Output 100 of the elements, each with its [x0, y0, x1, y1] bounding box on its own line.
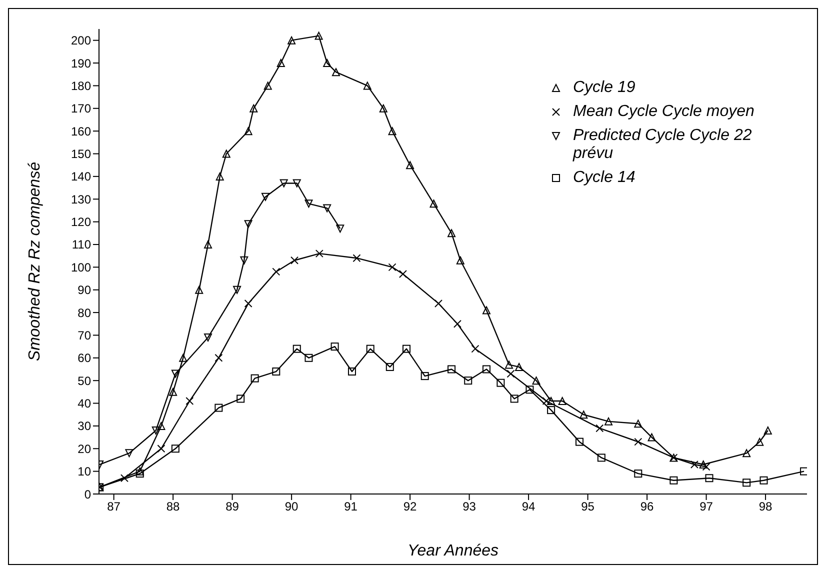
point	[604, 417, 613, 426]
point	[290, 256, 299, 264]
point	[240, 256, 248, 264]
y-tick-label: 90	[78, 283, 92, 298]
point	[280, 179, 288, 188]
x-tick-label: 90	[284, 500, 299, 514]
point	[214, 404, 223, 412]
y-tick-label: 140	[70, 170, 92, 184]
point	[456, 256, 464, 264]
point	[157, 422, 166, 430]
point	[179, 354, 188, 362]
point	[634, 470, 642, 478]
point	[171, 444, 180, 453]
point	[261, 192, 270, 201]
point	[453, 320, 462, 328]
point	[406, 161, 414, 170]
point	[597, 454, 606, 462]
point	[222, 150, 230, 158]
point	[648, 433, 656, 442]
point	[670, 476, 678, 484]
point	[575, 438, 584, 446]
point	[764, 426, 772, 434]
x-tick-label: 87	[107, 500, 121, 514]
y-tick-label: 20	[78, 442, 92, 456]
y-tick-label: 100	[70, 260, 92, 274]
point	[304, 354, 313, 362]
x-tick-label: 96	[640, 500, 654, 514]
y-tick-label: 190	[70, 56, 92, 70]
point	[742, 478, 751, 487]
point	[760, 476, 768, 484]
point	[352, 254, 361, 262]
point	[314, 32, 323, 40]
point	[398, 270, 407, 278]
point	[244, 220, 252, 228]
y-tick-label: 110	[72, 238, 92, 252]
point	[510, 394, 518, 403]
point	[330, 342, 339, 351]
point	[195, 286, 204, 294]
y-tick-label: 70	[78, 328, 92, 342]
point	[379, 104, 388, 112]
point	[276, 59, 285, 68]
point	[332, 68, 340, 76]
point	[464, 376, 472, 385]
point	[336, 224, 344, 233]
point	[699, 460, 708, 469]
point	[250, 374, 259, 382]
x-tick-label: 92	[403, 500, 418, 514]
x-tick-label: 91	[344, 500, 358, 514]
y-tick-label: 40	[78, 396, 92, 411]
point	[204, 240, 212, 248]
x-tick-label: 98	[758, 500, 773, 514]
point	[434, 299, 442, 308]
point	[634, 420, 642, 428]
point	[315, 250, 324, 258]
point	[430, 200, 438, 208]
x-tick-label: 94	[522, 500, 536, 514]
point	[386, 362, 394, 371]
point	[482, 365, 490, 374]
point	[547, 397, 556, 405]
point	[558, 397, 566, 405]
point	[506, 370, 515, 378]
y-tick-label: 170	[70, 102, 92, 116]
point	[596, 424, 604, 432]
point	[233, 286, 242, 294]
point	[236, 394, 245, 403]
y-tick-label: 180	[70, 78, 92, 93]
point	[136, 470, 144, 478]
point	[186, 397, 194, 405]
point	[388, 263, 396, 272]
legend-label: Cycle 14	[573, 169, 636, 187]
point	[420, 372, 429, 380]
legend-label: Cycle 19	[573, 79, 636, 97]
point	[515, 362, 524, 371]
point	[756, 438, 764, 446]
y-axis-title: Smoothed Rz Rz compensé	[26, 162, 44, 362]
point	[402, 344, 410, 353]
point	[169, 388, 178, 396]
point	[304, 200, 313, 208]
point	[448, 229, 456, 238]
point	[366, 344, 374, 353]
point	[250, 104, 258, 112]
x-tick-label: 95	[581, 500, 595, 514]
point	[800, 467, 807, 476]
point	[532, 376, 540, 385]
point	[323, 59, 332, 68]
point	[272, 368, 280, 376]
y-tick-label: 80	[78, 306, 92, 320]
y-tick-label: 30	[78, 419, 92, 434]
point	[125, 449, 134, 458]
point	[526, 386, 534, 394]
x-axis-title: Year Années	[407, 542, 499, 560]
y-tick-label: 200	[70, 34, 92, 48]
y-tick-label: 0	[84, 487, 92, 502]
point	[547, 406, 556, 414]
point	[348, 368, 356, 376]
y-tick-label: 160	[70, 124, 92, 138]
point	[204, 333, 212, 342]
point	[363, 82, 372, 90]
point	[244, 127, 252, 136]
point	[690, 460, 698, 469]
